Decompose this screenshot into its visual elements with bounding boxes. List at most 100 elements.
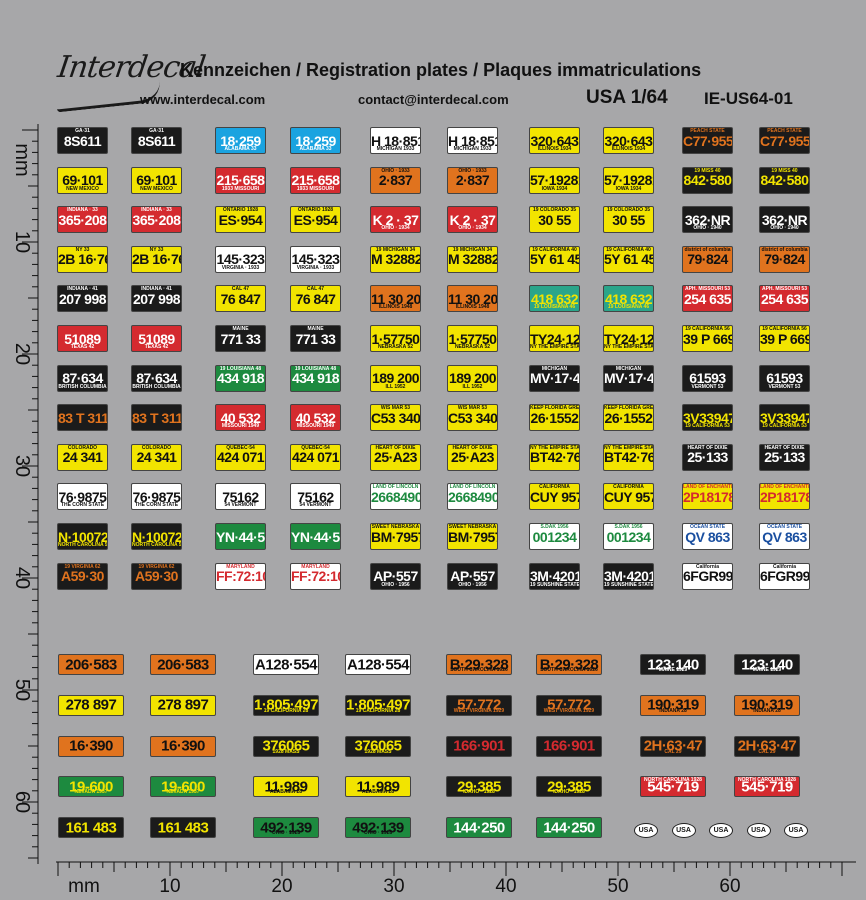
- plate-number: 26·1552: [530, 409, 579, 426]
- plate-caption: 19 VIRGINIA 62: [138, 563, 175, 570]
- plate-caption: LAND OF LINCOLN: [372, 484, 419, 491]
- plate-caption: TEXAS 42: [70, 344, 95, 350]
- plate-caption: CAL 47: [306, 286, 325, 293]
- plate-number: 19-600: [161, 778, 205, 796]
- plate-number: B·29·328: [449, 656, 509, 673]
- license-plate: A128·554: [345, 654, 411, 675]
- plate-caption: OHIO · 1940: [693, 225, 722, 232]
- plate-caption: 1933 MISSOURI: [221, 185, 260, 192]
- plate-caption: GA·31: [75, 128, 90, 134]
- plate-number: YN·44·58: [291, 528, 340, 545]
- license-plate: 1·57750 NEBRASKA 52: [370, 325, 421, 352]
- plate-number: 842·580: [760, 172, 809, 189]
- license-plate: 40 532 MISSOURI 1949: [290, 404, 341, 432]
- plate-caption: California: [772, 563, 797, 570]
- usa-oval-badge: USA: [709, 823, 733, 838]
- plate-caption: NEW MEXICO: [140, 185, 173, 192]
- plate-caption: NEBRASKA 52: [377, 344, 414, 350]
- license-plate: 61593 VERMONT 53: [682, 364, 733, 392]
- plate-number: 40 532: [295, 409, 336, 426]
- plate-number: ES·954: [293, 211, 338, 228]
- plate-caption: 19 MICHIGAN 34: [452, 246, 493, 253]
- plate-caption: QUEBEC·54: [301, 444, 330, 451]
- plate-number: 207 998: [58, 290, 107, 307]
- plate-number: 365·208: [58, 211, 107, 228]
- license-plate: C53 340 WIS MAR 53: [447, 404, 498, 432]
- license-plate: M 32882 19 MICHIGAN 34: [447, 245, 498, 273]
- plate-caption: 19 SUNSHINE STATE 55: [530, 581, 580, 588]
- horizontal-ruler-label: 30: [383, 876, 404, 897]
- plate-caption: APH. MISSOURI 53: [684, 286, 730, 293]
- plate-caption: TEXAS 42: [144, 344, 169, 350]
- plate-number: 40 532: [220, 409, 261, 426]
- plate-number: 1·57750: [371, 330, 420, 347]
- license-plate: 254 635 APH. MISSOURI 53: [759, 285, 810, 313]
- scale-text: USA 1/64: [586, 87, 668, 108]
- license-plate: 001234 S.DAK 1956: [603, 523, 654, 550]
- plate-caption: LAND OF ENCHANTMENT: [760, 484, 809, 491]
- license-plate: AP·557 OHIO · 1956: [370, 562, 421, 590]
- license-plate: QV 863 OCEAN STATE: [682, 523, 733, 550]
- plate-caption: 19 CALIFORNIA 53: [685, 423, 730, 430]
- plate-number: 001234: [532, 528, 577, 545]
- license-plate: H 18·851 MICHIGAN 1933: [447, 127, 498, 154]
- license-plate: 278 897: [58, 694, 124, 716]
- plate-number: 5Y 61 45: [604, 251, 654, 268]
- plate-number: 418 632: [604, 290, 653, 307]
- license-plate: 190·319 INDIANA 28: [734, 694, 800, 716]
- plate-caption: OHIO · 1934: [458, 225, 487, 232]
- plate-number: 545·719: [647, 778, 699, 796]
- license-plate: 166·901: [536, 735, 602, 757]
- vertical-ruler-label: mm: [11, 143, 33, 176]
- license-plate: 365·208 INDIANA · 33: [57, 206, 108, 234]
- plate-caption: 1933 MISSOURI: [296, 185, 335, 192]
- license-plate: 57·19281 IOWA 1934: [603, 166, 654, 194]
- license-plate: 123·140 MAINE 1929: [640, 654, 706, 675]
- plate-number: 29·385: [547, 778, 591, 796]
- plate-number: 69·101: [136, 172, 177, 189]
- plate-number: 79·824: [764, 251, 805, 268]
- license-plate: 362·NR OHIO · 1940: [759, 206, 810, 234]
- plate-number: BM·7957: [371, 528, 421, 545]
- plate-number: K 2 · 37: [449, 211, 496, 228]
- plate-number: AP·557: [373, 568, 418, 585]
- license-plate: 123·140 MAINE 1929: [734, 654, 800, 675]
- license-plate: 6FGR999California: [682, 562, 733, 590]
- license-plate: 30 55 19 COLORADO 35: [603, 206, 654, 234]
- plate-caption: IOWA 1934: [615, 185, 642, 192]
- license-plate: 24 341 COLORADO: [131, 443, 182, 471]
- plate-caption: HEART OF DIXIE: [764, 444, 805, 451]
- license-plate: 57·772 WEST VIRGINIA 1929: [536, 694, 602, 716]
- license-plate: 87·634 BRITISH COLUMBIA: [131, 364, 182, 392]
- license-plate: 79·824 district of columbia: [759, 245, 810, 273]
- plate-number: A59·30: [61, 568, 104, 585]
- plate-number: 215·658: [291, 172, 340, 189]
- plate-caption: INDIANA 28: [659, 707, 687, 714]
- plate-caption: 19 MISS 40: [694, 167, 721, 174]
- license-plate: 206·583: [58, 654, 124, 675]
- plate-caption: CAL 29: [758, 748, 776, 755]
- vertical-ruler-label: 50: [11, 679, 33, 701]
- plate-number: 362·NR: [761, 211, 808, 228]
- plate-number: 3V33947: [760, 409, 810, 426]
- license-plate: 320·643 ILLINOIS 1934: [603, 127, 654, 154]
- plate-number: 771 33: [295, 330, 336, 347]
- license-plate: 8S611 GA·31: [57, 127, 108, 154]
- license-plate: 11 30 201ILLINOIS 1948: [370, 285, 421, 313]
- license-plate: B·29·328 SOUTH CAROLINA 1926: [446, 654, 512, 675]
- license-plate: BM·7957 SWEET NEBRASKA: [370, 523, 421, 550]
- plate-number: 25·133: [764, 449, 805, 466]
- license-plate: 144·250: [446, 817, 512, 839]
- plate-caption: COLORADO: [67, 444, 98, 451]
- plate-caption: 54 VERMONT: [299, 502, 332, 509]
- license-plate: 76 847 CAL 47: [290, 285, 341, 313]
- plate-number: 11 30 201: [448, 290, 498, 307]
- plate-caption: ILL 1952: [462, 383, 483, 390]
- license-plate: 11 30 201ILLINOIS 1948: [447, 285, 498, 313]
- license-plate: 145·323 VIRGINIA · 1933: [215, 245, 266, 273]
- plate-number: 254 635: [683, 290, 732, 307]
- license-plate: 3V33947 19 CALIFORNIA 53: [759, 404, 810, 432]
- plate-caption: BRITISH COLUMBIA: [58, 383, 107, 390]
